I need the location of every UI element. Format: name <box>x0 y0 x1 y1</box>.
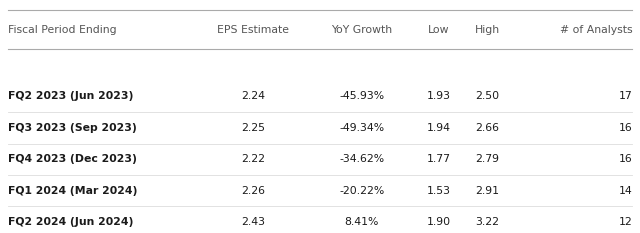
Text: 3.22: 3.22 <box>476 217 500 227</box>
Text: 8.41%: 8.41% <box>344 217 379 227</box>
Text: 1.53: 1.53 <box>426 186 451 195</box>
Text: 2.79: 2.79 <box>476 154 500 164</box>
Text: FQ4 2023 (Dec 2023): FQ4 2023 (Dec 2023) <box>8 154 136 164</box>
Text: High: High <box>475 25 500 35</box>
Text: 1.94: 1.94 <box>426 123 451 133</box>
Text: 16: 16 <box>619 154 632 164</box>
Text: 2.43: 2.43 <box>241 217 265 227</box>
Text: YoY Growth: YoY Growth <box>331 25 392 35</box>
Text: Fiscal Period Ending: Fiscal Period Ending <box>8 25 116 35</box>
Text: 2.91: 2.91 <box>476 186 500 195</box>
Text: FQ3 2023 (Sep 2023): FQ3 2023 (Sep 2023) <box>8 123 136 133</box>
Text: 2.22: 2.22 <box>241 154 265 164</box>
Text: 1.93: 1.93 <box>426 91 451 101</box>
Text: -20.22%: -20.22% <box>339 186 384 195</box>
Text: 2.25: 2.25 <box>241 123 265 133</box>
Text: 2.26: 2.26 <box>241 186 265 195</box>
Text: 2.66: 2.66 <box>476 123 500 133</box>
Text: -34.62%: -34.62% <box>339 154 384 164</box>
Text: -49.34%: -49.34% <box>339 123 384 133</box>
Text: -45.93%: -45.93% <box>339 91 384 101</box>
Text: EPS Estimate: EPS Estimate <box>217 25 289 35</box>
Text: # of Analysts: # of Analysts <box>560 25 632 35</box>
Text: 12: 12 <box>619 217 632 227</box>
Text: FQ1 2024 (Mar 2024): FQ1 2024 (Mar 2024) <box>8 186 137 195</box>
Text: 2.24: 2.24 <box>241 91 265 101</box>
Text: Low: Low <box>428 25 449 35</box>
Text: FQ2 2023 (Jun 2023): FQ2 2023 (Jun 2023) <box>8 91 133 101</box>
Text: 17: 17 <box>619 91 632 101</box>
Text: 16: 16 <box>619 123 632 133</box>
Text: 1.90: 1.90 <box>426 217 451 227</box>
Text: FQ2 2024 (Jun 2024): FQ2 2024 (Jun 2024) <box>8 217 133 227</box>
Text: 2.50: 2.50 <box>476 91 500 101</box>
Text: 14: 14 <box>619 186 632 195</box>
Text: 1.77: 1.77 <box>426 154 451 164</box>
